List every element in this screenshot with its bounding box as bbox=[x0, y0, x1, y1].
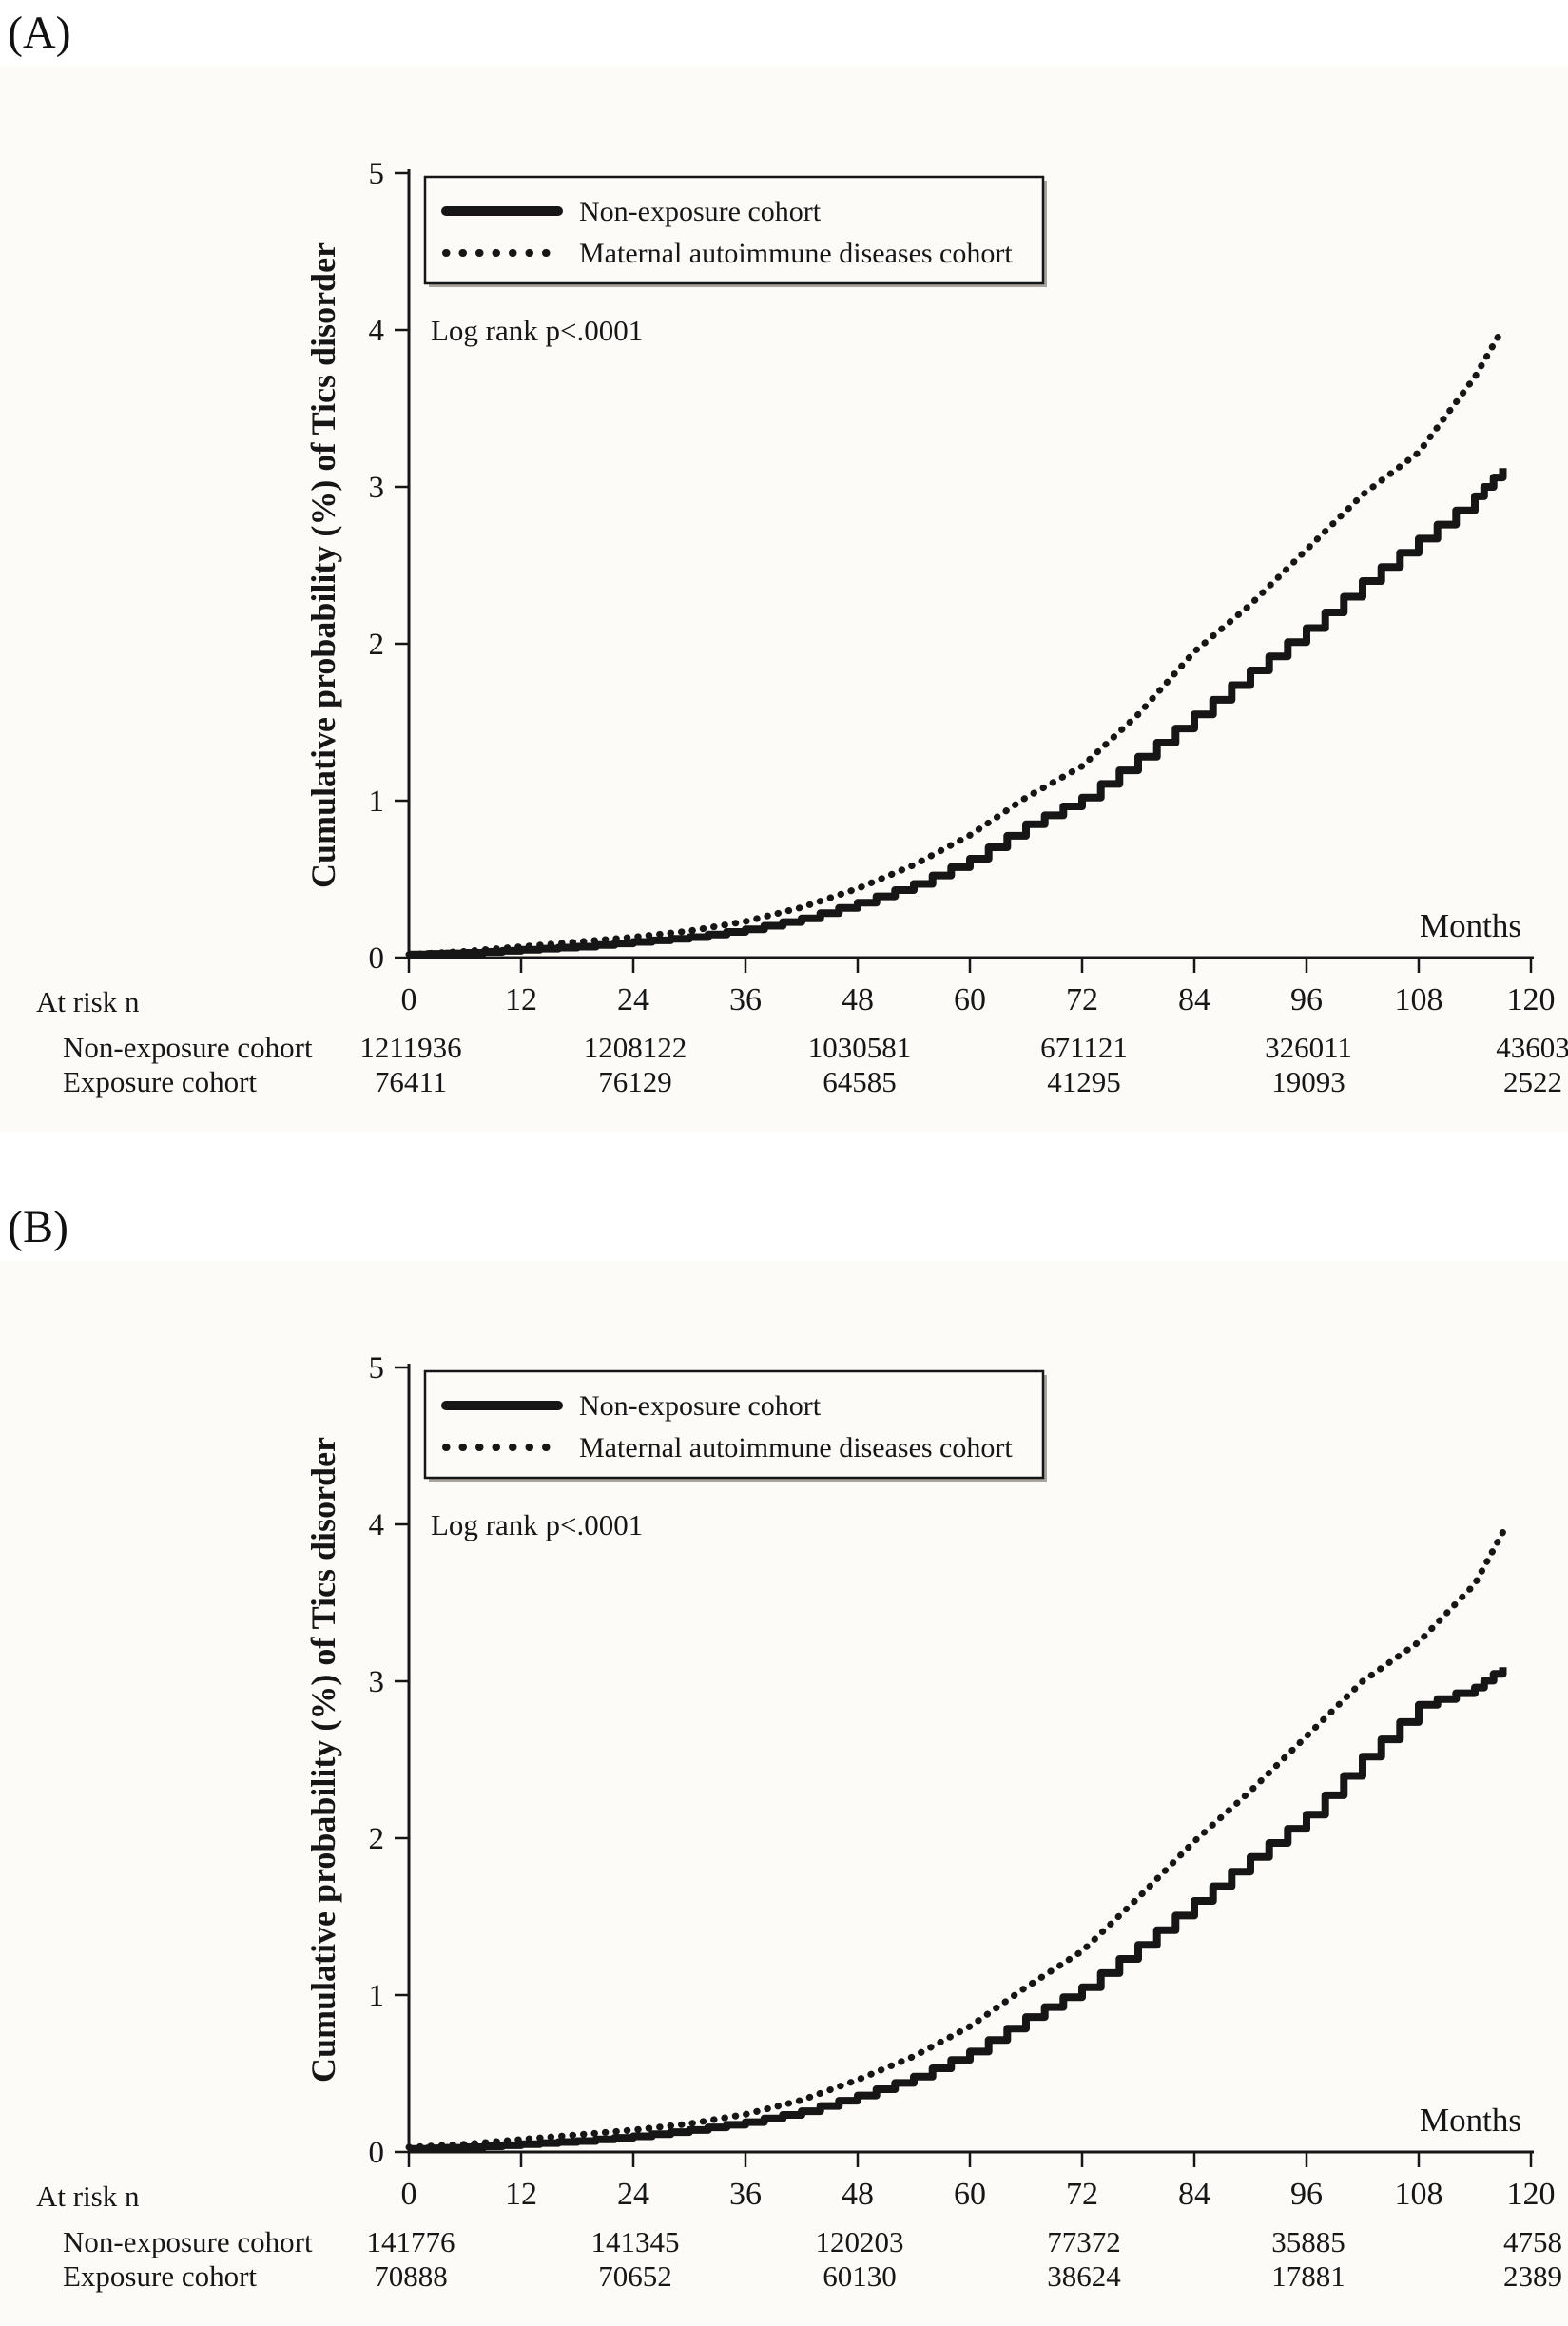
at-risk-value: 120203 bbox=[816, 2225, 904, 2258]
at-risk-value: 77372 bbox=[1047, 2225, 1121, 2258]
at-risk-row-label: Exposure cohort bbox=[63, 2259, 257, 2293]
x-tick-label: 84 bbox=[1178, 982, 1210, 1018]
x-tick-label: 96 bbox=[1290, 2177, 1323, 2212]
x-tick-label: 120 bbox=[1507, 982, 1556, 1018]
legend-entry-label: Maternal autoimmune diseases cohort bbox=[579, 238, 1013, 269]
x-tick-label: 96 bbox=[1290, 982, 1323, 1018]
at-risk-label: At risk n bbox=[36, 985, 140, 1018]
y-tick-label: 4 bbox=[369, 1508, 385, 1542]
at-risk-value: 141776 bbox=[367, 2225, 455, 2258]
x-tick-label: 72 bbox=[1066, 982, 1098, 1018]
x-tick-label: 60 bbox=[954, 982, 986, 1018]
y-tick-label: 5 bbox=[369, 1351, 385, 1386]
x-tick-label: 12 bbox=[505, 2177, 537, 2212]
x-tick-label: 48 bbox=[842, 982, 874, 1018]
x-tick-label: 60 bbox=[954, 2177, 986, 2212]
log-rank-annotation: Log rank p<.0001 bbox=[431, 1508, 643, 1541]
y-tick-label: 3 bbox=[369, 1665, 385, 1699]
x-tick-label: 12 bbox=[505, 982, 537, 1018]
at-risk-value: 2389 bbox=[1503, 2259, 1562, 2293]
legend-entry-label: Non-exposure cohort bbox=[579, 1390, 822, 1422]
y-tick-label: 0 bbox=[369, 2136, 385, 2170]
x-tick-label: 108 bbox=[1395, 982, 1443, 1018]
y-tick-label: 1 bbox=[369, 1979, 385, 2013]
at-risk-value: 4758 bbox=[1503, 2225, 1562, 2258]
curve-maternal-autoimmune bbox=[405, 324, 1506, 959]
at-risk-value: 35885 bbox=[1271, 2225, 1345, 2258]
panel-a-label: (A) bbox=[0, 0, 1568, 67]
legend-box bbox=[423, 175, 1045, 285]
x-tick-label: 36 bbox=[729, 982, 762, 1018]
panel-A: (A) 0 1 2 3 4 5 0 12 24 36 48 60 72 84 96 108 120 Cumulat… bbox=[0, 0, 1568, 1132]
y-tick-label: 5 bbox=[369, 157, 385, 191]
at-risk-value: 141345 bbox=[591, 2225, 680, 2258]
at-risk-value: 19093 bbox=[1271, 1065, 1345, 1098]
x-tick-label: 84 bbox=[1178, 2177, 1210, 2212]
y-tick-label: 2 bbox=[369, 628, 385, 662]
x-tick-label: 36 bbox=[729, 2177, 762, 2212]
y-axis-title: Cumulative probability (%) of Tics disor… bbox=[304, 1437, 342, 2083]
at-risk-value: 17881 bbox=[1271, 2259, 1345, 2293]
x-tick-label: 72 bbox=[1066, 2177, 1098, 2212]
at-risk-value: 2522 bbox=[1503, 1065, 1562, 1098]
x-tick-label: 24 bbox=[617, 982, 649, 1018]
y-tick-label: 4 bbox=[369, 314, 385, 348]
at-risk-value: 70652 bbox=[598, 2259, 672, 2293]
at-risk-label: At risk n bbox=[36, 2180, 140, 2213]
x-tick-label: 120 bbox=[1507, 2177, 1556, 2212]
legend-box bbox=[423, 1369, 1045, 1480]
legend-entry-label: Maternal autoimmune diseases cohort bbox=[579, 1432, 1013, 1463]
x-tick-label: 0 bbox=[401, 2177, 417, 2212]
curve-non-exposure bbox=[409, 1667, 1507, 2153]
at-risk-value: 1030581 bbox=[808, 1031, 912, 1064]
y-tick-label: 3 bbox=[369, 471, 385, 505]
y-tick-label: 2 bbox=[369, 1822, 385, 1856]
y-axis-title: Cumulative probability (%) of Tics disor… bbox=[304, 242, 342, 888]
legend-entry-label: Non-exposure cohort bbox=[579, 196, 822, 227]
panel-B: (B) 0 1 2 3 4 5 0 12 24 36 48 60 72 84 96 108 120 Cumulat… bbox=[0, 1194, 1568, 2326]
at-risk-value: 70888 bbox=[374, 2259, 448, 2293]
at-risk-value: 76129 bbox=[598, 1065, 672, 1098]
at-risk-value: 60130 bbox=[823, 2259, 897, 2293]
at-risk-value: 41295 bbox=[1047, 1065, 1121, 1098]
at-risk-value: 38624 bbox=[1047, 2259, 1121, 2293]
x-tick-label: 24 bbox=[617, 2177, 649, 2212]
at-risk-value: 1208122 bbox=[584, 1031, 687, 1064]
at-risk-row-label: Non-exposure cohort bbox=[63, 1031, 313, 1064]
x-tick-label: 48 bbox=[842, 2177, 874, 2212]
y-tick-label: 0 bbox=[369, 941, 385, 976]
x-tick-label: 0 bbox=[401, 982, 417, 1018]
y-tick-label: 1 bbox=[369, 785, 385, 819]
at-risk-value: 64585 bbox=[823, 1065, 897, 1098]
at-risk-row-label: Non-exposure cohort bbox=[63, 2225, 313, 2258]
curve-non-exposure bbox=[409, 468, 1507, 959]
months-label: Months bbox=[1420, 2102, 1521, 2139]
at-risk-value: 43603 bbox=[1496, 1031, 1568, 1064]
at-risk-row-label: Exposure cohort bbox=[63, 1065, 257, 1098]
at-risk-value: 326011 bbox=[1265, 1031, 1352, 1064]
x-tick-label: 108 bbox=[1395, 2177, 1443, 2212]
panel-b-label: (B) bbox=[0, 1194, 1568, 1261]
at-risk-value: 671121 bbox=[1040, 1031, 1128, 1064]
log-rank-annotation: Log rank p<.0001 bbox=[431, 314, 643, 347]
curve-maternal-autoimmune bbox=[405, 1528, 1506, 2151]
at-risk-value: 76411 bbox=[375, 1065, 447, 1098]
at-risk-value: 1211936 bbox=[359, 1031, 461, 1064]
months-label: Months bbox=[1420, 907, 1521, 944]
